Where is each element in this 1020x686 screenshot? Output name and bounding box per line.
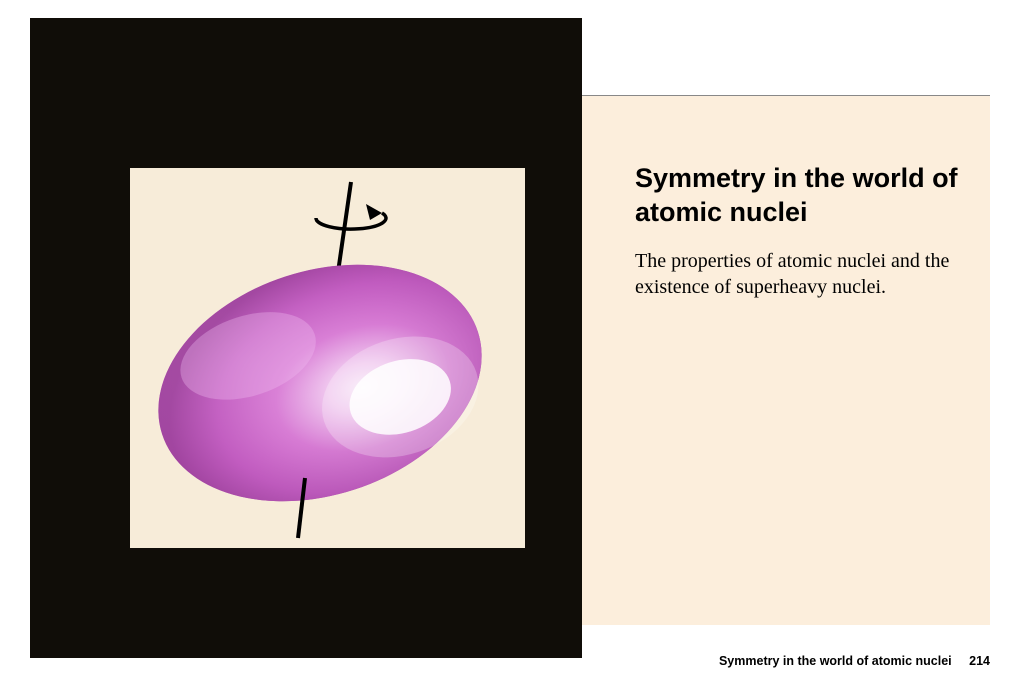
footer-page-number: 214 xyxy=(969,654,990,668)
rotation-arrow xyxy=(316,204,386,229)
text-block: Symmetry in the world of atomic nuclei T… xyxy=(635,162,970,300)
chapter-subtitle: The properties of atomic nuclei and the … xyxy=(635,248,970,300)
nucleus-svg xyxy=(130,168,525,548)
nucleus-diagram xyxy=(130,168,525,548)
ellipsoid xyxy=(130,225,512,541)
footer-label: Symmetry in the world of atomic nuclei xyxy=(719,654,952,668)
chapter-title: Symmetry in the world of atomic nuclei xyxy=(635,162,970,230)
page: Symmetry in the world of atomic nuclei T… xyxy=(0,0,1020,686)
page-footer: Symmetry in the world of atomic nuclei 2… xyxy=(719,654,990,668)
